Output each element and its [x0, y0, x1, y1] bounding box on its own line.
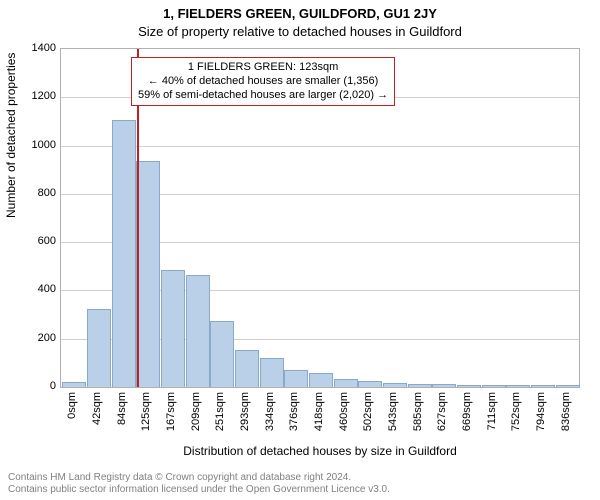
x-tick-label: 376sqm [288, 392, 300, 431]
page-title-address: 1, FIELDERS GREEN, GUILDFORD, GU1 2JY [0, 6, 600, 21]
bar [260, 358, 284, 387]
footer-line2: Contains public sector information licen… [8, 484, 592, 496]
bar [531, 385, 555, 387]
bar [457, 385, 481, 387]
plot-area: 1 FIELDERS GREEN: 123sqm ← 40% of detach… [60, 48, 580, 388]
x-tick-label: 209sqm [190, 392, 202, 431]
y-tick-label: 600 [16, 235, 56, 247]
bar [556, 385, 580, 387]
chart-container: 1, FIELDERS GREEN, GUILDFORD, GU1 2JY Si… [0, 0, 600, 500]
y-tick-label: 200 [16, 332, 56, 344]
x-tick-label: 418sqm [313, 392, 325, 431]
footer-line1: Contains HM Land Registry data © Crown c… [8, 472, 592, 484]
bar [186, 275, 210, 387]
bar [383, 383, 407, 387]
y-tick-label: 1000 [16, 139, 56, 151]
y-tick-label: 0 [16, 380, 56, 392]
callout-line2: ← 40% of detached houses are smaller (1,… [138, 75, 388, 89]
x-tick-label: 293sqm [239, 392, 251, 431]
x-axis-label: Distribution of detached houses by size … [60, 444, 580, 458]
footer: Contains HM Land Registry data © Crown c… [8, 472, 592, 496]
bar [112, 120, 136, 387]
x-tick-label: 502sqm [362, 392, 374, 431]
bar [432, 384, 456, 387]
x-tick-label: 167sqm [165, 392, 177, 431]
bar [87, 309, 111, 387]
x-tick-label: 794sqm [535, 392, 547, 431]
y-tick-label: 1400 [16, 42, 56, 54]
bar [309, 373, 333, 387]
page-subtitle: Size of property relative to detached ho… [0, 24, 600, 39]
x-tick-label: 543sqm [387, 392, 399, 431]
x-tick-label: 752sqm [510, 392, 522, 431]
x-tick-label: 669sqm [461, 392, 473, 431]
y-tick-label: 1200 [16, 90, 56, 102]
callout-box: 1 FIELDERS GREEN: 123sqm ← 40% of detach… [131, 57, 395, 106]
x-tick-label: 836sqm [560, 392, 572, 431]
bar [408, 384, 432, 387]
bar [235, 350, 259, 387]
bar [136, 161, 160, 387]
x-tick-label: 585sqm [412, 392, 424, 431]
bar [482, 385, 506, 387]
bar [210, 321, 234, 387]
bar [284, 370, 308, 387]
callout-line3: 59% of semi-detached houses are larger (… [138, 89, 388, 103]
bar [506, 385, 530, 387]
bar [62, 382, 86, 387]
x-tick-label: 460sqm [338, 392, 350, 431]
x-tick-label: 125sqm [140, 392, 152, 431]
x-tick-label: 251sqm [214, 392, 226, 431]
callout-line1: 1 FIELDERS GREEN: 123sqm [138, 61, 388, 75]
x-tick-label: 627sqm [436, 392, 448, 431]
x-tick-label: 711sqm [486, 392, 498, 430]
y-tick-label: 800 [16, 187, 56, 199]
x-tick-label: 84sqm [116, 392, 128, 425]
bar [334, 379, 358, 387]
x-tick-label: 0sqm [66, 392, 78, 419]
x-tick-label: 334sqm [264, 392, 276, 431]
y-tick-label: 400 [16, 283, 56, 295]
x-tick-label: 42sqm [91, 392, 103, 425]
bar [358, 381, 382, 387]
bar [161, 270, 185, 387]
